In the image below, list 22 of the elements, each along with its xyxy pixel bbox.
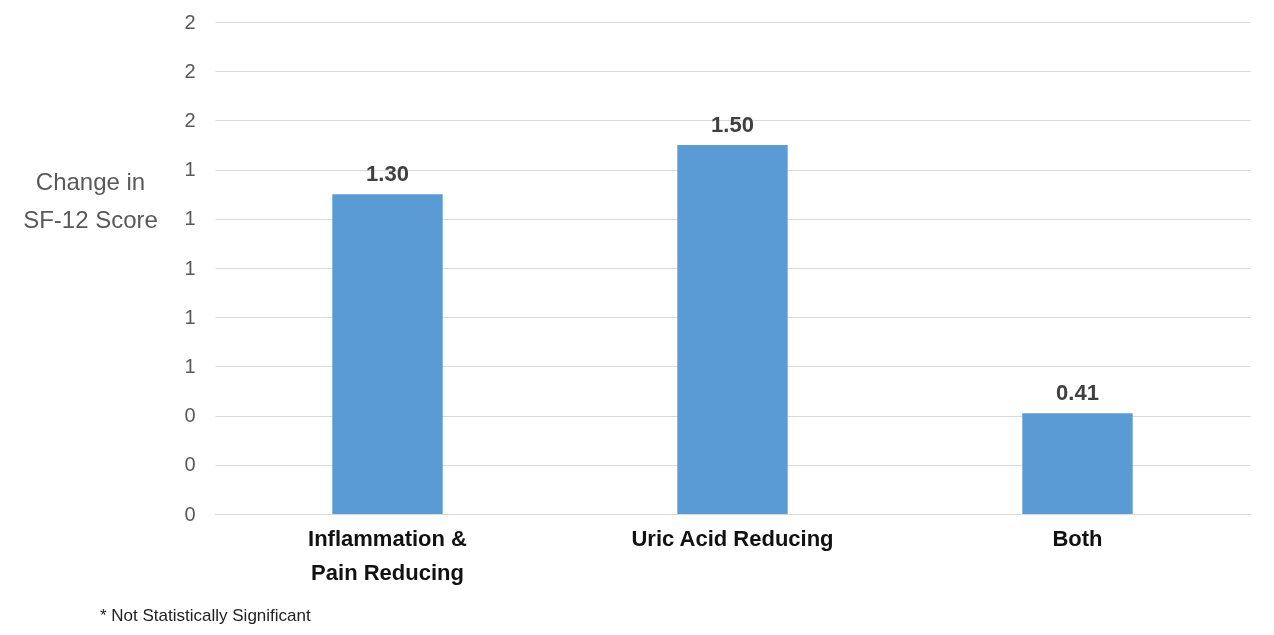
y-tick-label: 2 (184, 59, 196, 82)
bar (1022, 413, 1133, 514)
bar (677, 145, 788, 514)
y-tick-label: 1 (184, 305, 196, 328)
y-axis-title: Change in SF-12 Score (23, 167, 158, 233)
y-tick-label: 1 (184, 256, 196, 279)
y-tick-label: 0 (184, 404, 196, 427)
y-tick-label: 2 (184, 10, 196, 33)
y-tick-label: 1 (184, 158, 196, 181)
x-tick-label: Uric Acid Reducing (631, 525, 834, 551)
y-tick-label: 1 (184, 354, 196, 377)
bar (332, 194, 443, 514)
x-tick-label: Both (1052, 525, 1103, 551)
data-label: 0.41 (1056, 380, 1099, 406)
x-tick-label: Inflammation & Pain Reducing (308, 525, 468, 585)
y-tick-label: 1 (184, 207, 196, 230)
data-label: 1.30 (366, 161, 409, 187)
y-tick-label: 0 (184, 502, 196, 525)
text: * Not Statistically Significant (100, 606, 311, 626)
data-label: 1.50 (711, 112, 754, 137)
y-tick-label: 2 (184, 108, 196, 131)
y-tick-label: 0 (184, 453, 196, 476)
